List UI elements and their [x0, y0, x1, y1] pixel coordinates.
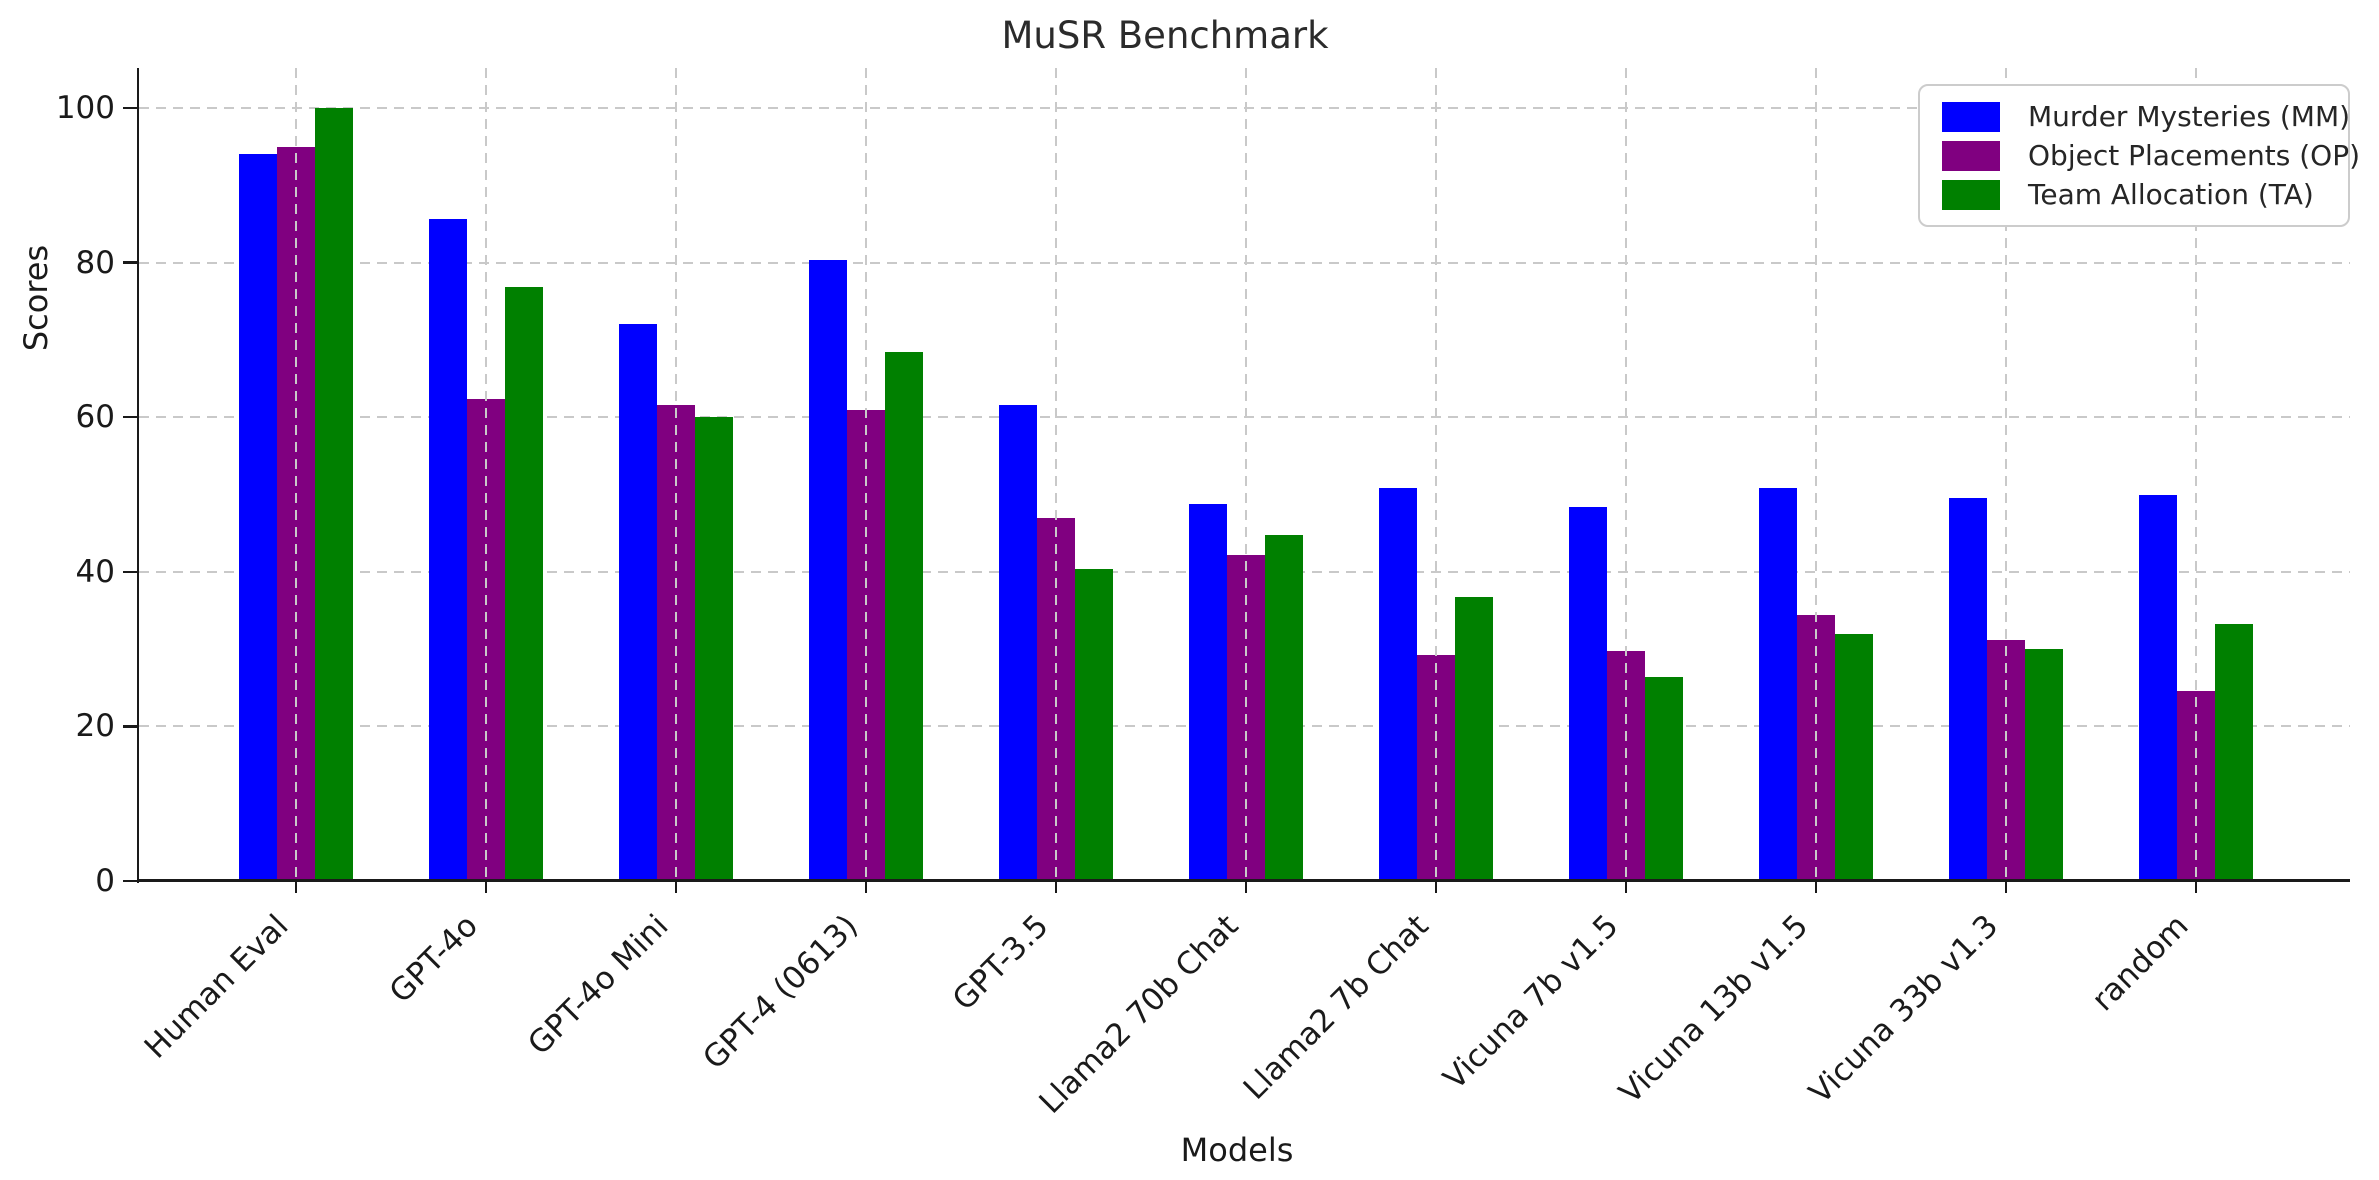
bar-mm-gpt-4o [429, 219, 467, 881]
bar-ta-gpt-4o [505, 287, 543, 881]
x-tick-gpt-3-5 [1054, 881, 1058, 893]
bar-ta-gpt-3-5 [1075, 568, 1113, 881]
x-tick-label-gpt-4o-mini: GPT-4o Mini [521, 907, 676, 1063]
gridline-x-human-eval [295, 68, 297, 881]
gridline-x-llama2-7b-chat [1435, 68, 1437, 881]
y-tick-0 [123, 879, 137, 883]
x-tick-label-human-eval: Human Eval [137, 907, 296, 1066]
legend-label: Team Allocation (TA) [2028, 178, 2314, 211]
bar-ta-llama2-7b-chat [1455, 596, 1493, 881]
legend-label: Object Placements (OP) [2028, 139, 2361, 172]
y-tick-label-100: 100 [55, 90, 115, 126]
gridline-y-60 [139, 416, 2350, 419]
x-tick-human-eval [294, 881, 298, 893]
y-tick-label-20: 20 [75, 708, 115, 745]
y-tick-label-40: 40 [75, 553, 115, 590]
gridline-x-gpt-4o-mini [675, 68, 677, 881]
gridline-y-80 [139, 261, 2350, 264]
y-axis-spine [136, 68, 139, 883]
gridline-y-100 [139, 107, 2350, 109]
y-tick-20 [123, 725, 137, 728]
x-tick-gpt-4o-mini [674, 881, 678, 893]
y-tick-60 [123, 415, 137, 419]
bar-ta-gpt-4o-mini [695, 417, 733, 881]
bar-ta-random [2215, 623, 2253, 881]
legend: Murder Mysteries (MM) Object Placements (… [1918, 84, 2360, 227]
x-tick-label-llama2-70b-chat: Llama2 70b Chat [1032, 907, 1246, 1121]
y-tick-40 [123, 570, 137, 574]
legend-item-mm: Murder Mysteries (MM) [1942, 98, 2350, 135]
bar-ta-human-eval [315, 108, 353, 881]
x-tick-label-vicuna-33b-v1-3: Vicuna 33b v1.3 [1802, 907, 2006, 1111]
bar-mm-vicuna-7b-v1-5 [1569, 506, 1607, 881]
bar-mm-gpt-4o-mini [619, 324, 657, 881]
x-tick-gpt-4-0613 [864, 881, 868, 893]
gridline-x-llama2-70b-chat [1245, 68, 1247, 881]
y-tick-label-80: 80 [75, 244, 115, 281]
plot-area [139, 68, 2350, 881]
bar-ta-gpt-4-0613 [885, 352, 923, 881]
bar-mm-gpt-3-5 [999, 404, 1037, 881]
bar-mm-gpt-4-0613 [809, 259, 847, 881]
x-tick-label-llama2-7b-chat: Llama2 7b Chat [1236, 907, 1436, 1107]
chart-title: MuSR Benchmark [1001, 14, 1329, 57]
gridline-x-random [2195, 68, 2197, 881]
legend-swatch-icon [1942, 179, 2000, 210]
x-tick-label-gpt-3-5: GPT-3.5 [945, 907, 1056, 1018]
gridline-x-vicuna-33b-v1-3 [2005, 68, 2007, 881]
x-tick-label-random: random [2084, 907, 2196, 1019]
x-tick-llama2-70b-chat [1244, 881, 1248, 893]
legend-item-ta: Team Allocation (TA) [1942, 176, 2334, 213]
gridline-x-gpt-4-0613 [865, 68, 867, 881]
gridline-x-gpt-4o [485, 68, 487, 881]
x-tick-label-vicuna-13b-v1-5: Vicuna 13b v1.5 [1612, 907, 1816, 1111]
x-axis-spine [136, 879, 2350, 882]
bar-mm-human-eval [239, 153, 277, 881]
x-tick-vicuna-13b-v1-5 [1814, 881, 1818, 893]
x-tick-label-vicuna-7b-v1-5: Vicuna 7b v1.5 [1436, 907, 1626, 1097]
legend-item-op: Object Placements (OP) [1942, 137, 2360, 174]
x-tick-vicuna-33b-v1-3 [2004, 881, 2008, 893]
bar-mm-llama2-70b-chat [1189, 503, 1227, 881]
bar-mm-llama2-7b-chat [1379, 488, 1417, 881]
x-tick-llama2-7b-chat [1434, 881, 1438, 893]
x-tick-vicuna-7b-v1-5 [1624, 881, 1628, 893]
legend-swatch-icon [1942, 101, 2000, 132]
bar-mm-vicuna-33b-v1-3 [1949, 497, 1987, 881]
bar-ta-llama2-70b-chat [1265, 534, 1303, 881]
x-tick-label-gpt-4-0613: GPT-4 (0613) [696, 907, 866, 1077]
y-tick-100 [123, 106, 137, 110]
bar-ta-vicuna-13b-v1-5 [1835, 633, 1873, 881]
legend-label: Murder Mysteries (MM) [2028, 100, 2351, 133]
x-tick-label-gpt-4o: GPT-4o [382, 907, 486, 1011]
x-tick-random [2194, 881, 2198, 893]
x-axis-label: Models [1180, 1131, 1294, 1169]
legend-swatch-icon [1942, 140, 2000, 171]
y-tick-80 [123, 261, 137, 264]
bar-ta-vicuna-33b-v1-3 [2025, 649, 2063, 881]
bar-mm-vicuna-13b-v1-5 [1759, 488, 1797, 881]
bar-mm-random [2139, 494, 2177, 881]
x-tick-gpt-4o [484, 881, 488, 893]
y-tick-label-0: 0 [95, 863, 115, 899]
bar-ta-vicuna-7b-v1-5 [1645, 676, 1683, 881]
gridline-x-vicuna-13b-v1-5 [1815, 68, 1817, 881]
gridline-x-vicuna-7b-v1-5 [1625, 68, 1627, 881]
y-tick-label-60: 60 [75, 399, 115, 436]
gridline-x-gpt-3-5 [1055, 68, 1057, 881]
